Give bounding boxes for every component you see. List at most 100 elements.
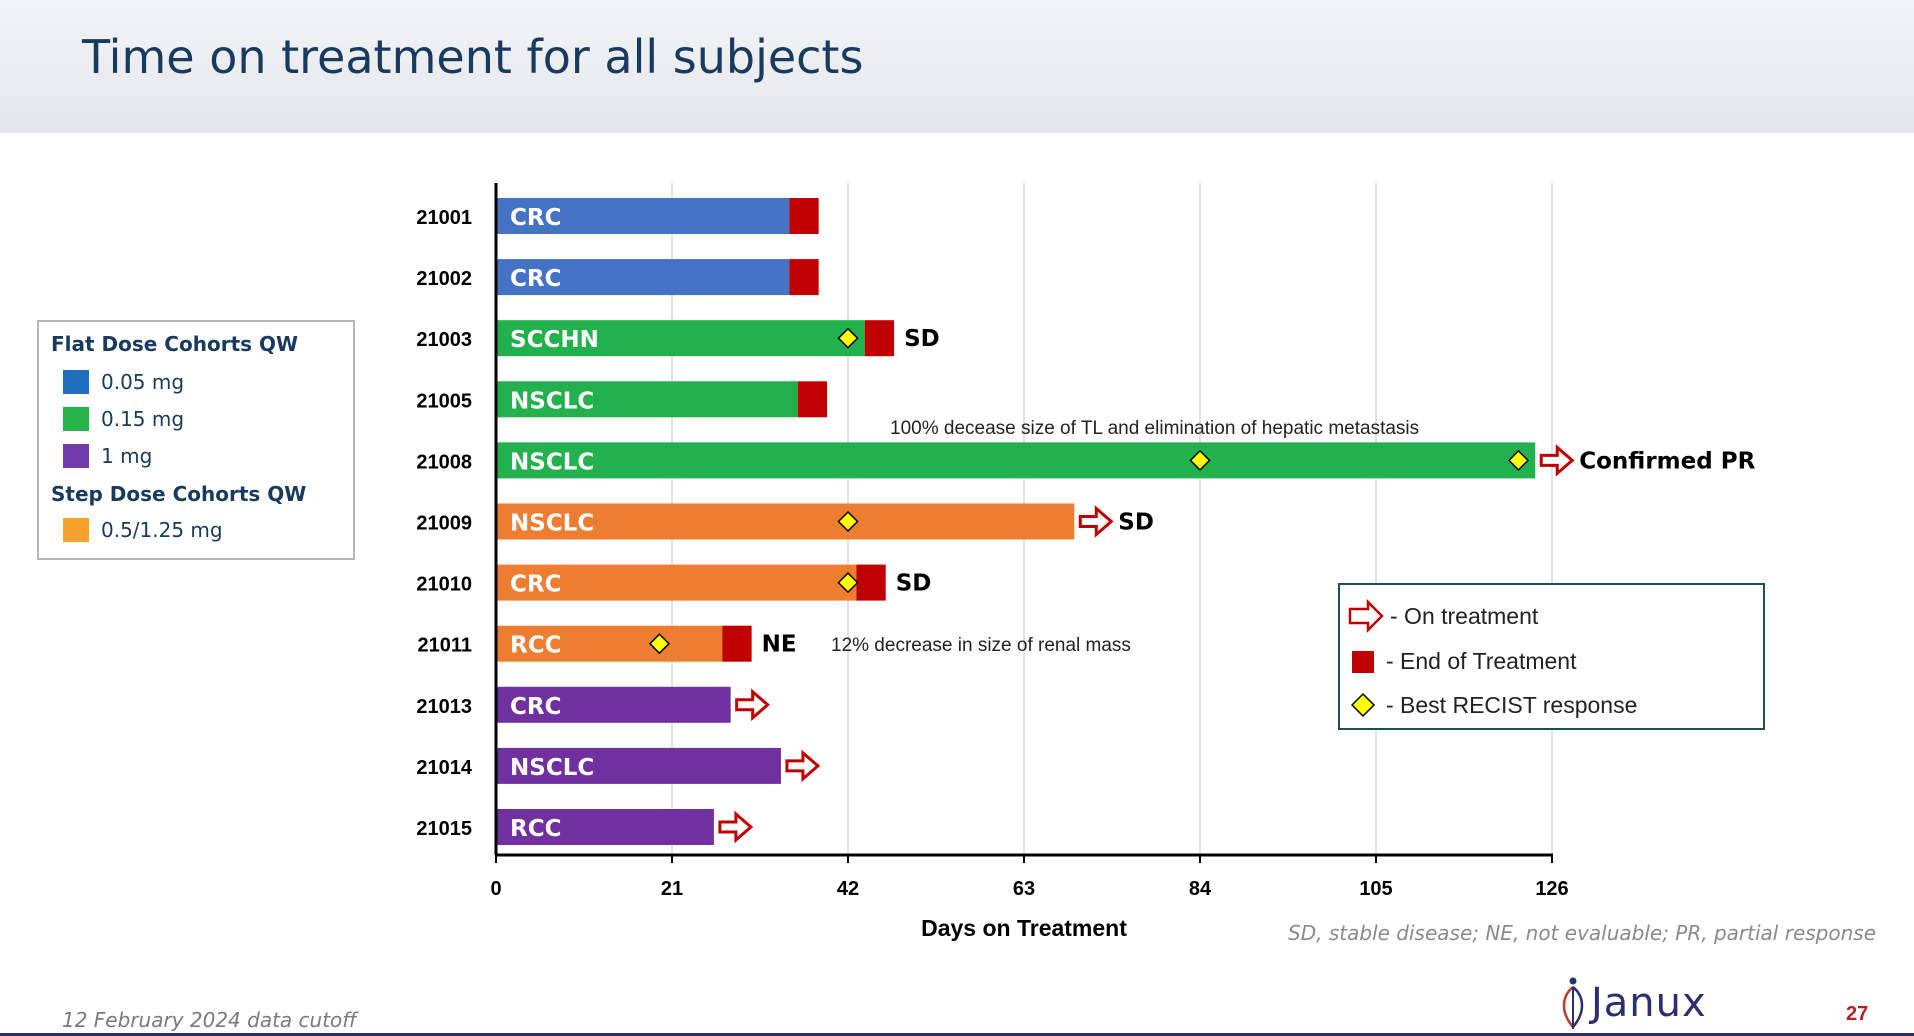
best-response-diamond-icon: [837, 572, 859, 594]
x-axis-label: Days on Treatment: [921, 915, 1127, 941]
best-response-diamond-icon: [1507, 449, 1530, 471]
legend-item-0-15mg: 0.15 mg: [63, 407, 184, 431]
response-label: Confirmed PR: [1579, 448, 1755, 474]
x-tick-label: 0: [490, 878, 501, 900]
on-treatment-arrow-icon: [1539, 444, 1575, 477]
janux-logo: Janux: [1555, 975, 1707, 1031]
key-arrow-icon: [1348, 598, 1384, 634]
chart-bars: CRC CRC SCCHN NSCLC NSCLC NSCLC CRC RCC CRC NSCLC…: [497, 198, 1575, 845]
on-treatment-arrow-icon: [785, 749, 821, 783]
on-treatment-arrow-icon: [718, 810, 754, 844]
key-label-end-of-treatment: - End of Treatment: [1386, 648, 1577, 674]
key-diamond-icon: [1350, 692, 1376, 718]
logo-mark-icon: [1562, 977, 1584, 1029]
legend-item-1mg: 1 mg: [63, 444, 152, 468]
treatment-bar: [497, 747, 781, 784]
on-treatment-arrow-icon: [735, 688, 770, 722]
key-square-icon: [1352, 651, 1374, 673]
treatment-bar: [497, 442, 1536, 479]
legend-item-0-05mg: 0.05 mg: [63, 370, 184, 394]
treatment-bar: [497, 809, 714, 845]
legend-item-0-5-1-25mg: 0.5/1.25 mg: [63, 518, 223, 542]
legend-swatch: [63, 518, 89, 542]
end-of-treatment-block: [856, 564, 886, 601]
key-label-best-recist: - Best RECIST response: [1386, 692, 1637, 718]
treatment-bar: [497, 259, 790, 296]
subject-id-label: 21015: [416, 818, 472, 840]
tumor-type-label: RCC: [510, 816, 561, 842]
key-box: [1338, 583, 1765, 730]
subject-id-label: 21013: [416, 696, 472, 718]
end-of-treatment-block: [722, 625, 752, 662]
annotation-21011: 12% decrease in size of renal mass: [831, 635, 1131, 656]
best-response-diamond-icon: [1189, 449, 1211, 471]
tumor-type-label: CRC: [510, 266, 561, 292]
on-treatment-arrow-icon: [1078, 505, 1114, 538]
data-cutoff: 12 February 2024 data cutoff: [62, 1008, 357, 1032]
end-of-treatment-block: [789, 198, 819, 234]
response-label: SD: [896, 571, 932, 597]
subject-id-label: 21002: [416, 268, 472, 290]
x-tick-label: 105: [1359, 878, 1392, 900]
tumor-type-label: CRC: [510, 205, 561, 231]
x-tick-label: 63: [1013, 878, 1035, 900]
footer-rule: [0, 1033, 1914, 1036]
chart-labels: 21001 21002 21003 SD 21005 21008 Confirmed PR 2…: [416, 207, 1755, 840]
end-of-treatment-block: [789, 259, 819, 296]
treatment-bar: [497, 381, 798, 418]
annotation-21008: 100% decease size of TL and elimination …: [890, 418, 1419, 439]
swimmer-chart: CRC CRC SCCHN NSCLC NSCLC NSCLC CRC RCC CRC NSCLC…: [416, 183, 1765, 941]
end-of-treatment-block: [797, 381, 828, 418]
legend-label: 0.05 mg: [101, 370, 185, 394]
flat-dose-heading: Flat Dose Cohorts QW: [51, 332, 299, 356]
tumor-type-label: SCCHN: [510, 327, 599, 353]
tumor-type-label: NSCLC: [510, 511, 594, 537]
subject-id-label: 21005: [416, 390, 472, 412]
subject-id-label: 21010: [416, 574, 472, 596]
treatment-bar: [497, 320, 865, 357]
subject-id-label: 21009: [416, 513, 472, 535]
x-tick-label: 21: [661, 878, 683, 900]
tumor-type-label: CRC: [510, 572, 561, 598]
best-response-diamond-icon: [837, 510, 859, 533]
treatment-bar: [497, 686, 731, 723]
header-band: Time on treatment for all subjects: [0, 0, 1914, 133]
response-key: - On treatment - End of Treatment - Best…: [1338, 583, 1765, 730]
best-response-diamond-icon: [648, 633, 670, 655]
dose-legend: Flat Dose Cohorts QW 0.05 mg 0.15 mg 1 m…: [37, 320, 355, 560]
treatment-bar: [497, 564, 857, 601]
treatment-bar: [497, 503, 1075, 540]
subject-id-label: 21014: [416, 757, 472, 779]
legend-label: 1 mg: [101, 444, 153, 468]
chart-axes: 0 21 42 63 84 105 126: [490, 183, 1569, 900]
subject-id-label: 21008: [416, 451, 472, 473]
treatment-bar: [497, 625, 723, 662]
tumor-type-label: CRC: [510, 694, 561, 720]
logo-text: Janux: [1591, 980, 1707, 1026]
legend-swatch: [63, 444, 89, 468]
legend-swatch: [63, 370, 89, 394]
x-tick-label: 126: [1535, 878, 1568, 900]
subject-id-label: 21011: [417, 635, 472, 657]
treatment-bar: [497, 198, 790, 234]
best-response-diamond-icon: [837, 327, 859, 349]
response-label: NE: [762, 632, 797, 658]
legend-label: 0.15 mg: [101, 407, 185, 431]
legend-label: 0.5/1.25 mg: [101, 518, 223, 542]
response-label: SD: [904, 326, 940, 352]
x-tick-label: 84: [1189, 878, 1212, 900]
key-label-on-treatment: - On treatment: [1390, 603, 1539, 629]
response-label: SD: [1118, 510, 1154, 536]
footnote: SD, stable disease; NE, not evaluable; P…: [1288, 921, 1876, 945]
step-dose-heading: Step Dose Cohorts QW: [51, 482, 307, 506]
tumor-type-label: NSCLC: [510, 388, 594, 414]
tumor-type-label: NSCLC: [510, 449, 594, 475]
x-tick-label: 42: [837, 878, 859, 900]
legend-swatch: [63, 407, 89, 431]
subject-id-label: 21003: [416, 329, 472, 351]
page-number: 27: [1846, 1003, 1869, 1025]
end-of-treatment-block: [864, 320, 895, 357]
page-title: Time on treatment for all subjects: [82, 30, 864, 84]
subject-id-label: 21001: [416, 207, 472, 229]
tumor-type-label: NSCLC: [510, 755, 594, 781]
